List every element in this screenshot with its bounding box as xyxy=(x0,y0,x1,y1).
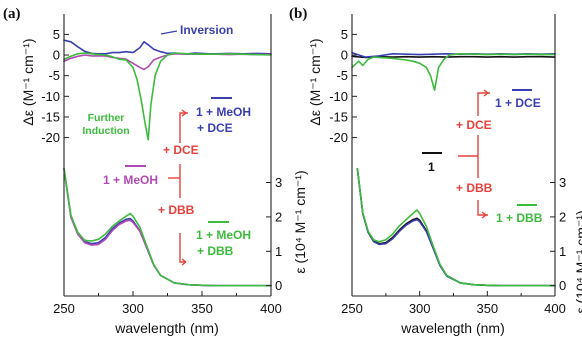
panel-b-cd-series-green xyxy=(351,53,556,91)
panel-b-absorption-series-green xyxy=(356,168,556,287)
panel-b-x-tick-label: 350 xyxy=(476,301,498,316)
panel-a-bracket-diagram xyxy=(168,109,188,266)
panel-a-cd-tick-label: 5 xyxy=(53,27,60,42)
panel-a-dbb-label: + DBB xyxy=(158,203,195,217)
panel-b-abs-axis-title: ε (10⁴ M⁻¹ cm⁻¹) xyxy=(573,210,582,313)
panel-b-abs-tick-label: 2 xyxy=(559,209,566,224)
green-series-label-line1: 1 + MeOH xyxy=(196,228,251,242)
blue-series-label-line1: 1 + MeOH xyxy=(196,105,251,119)
panel-a-abs-axis-title: ε (10⁴ M⁻¹ cm⁻¹) xyxy=(292,170,308,273)
panel-b-green-series-label: 1 + DBB xyxy=(496,211,543,225)
panel-b-cd-tick-label: 0 xyxy=(341,48,348,63)
panel-a-abs-tick-label: 1 xyxy=(275,244,282,259)
panel-b: (b) 250 300 350 400 5 0 -5 -10 -15 -20 3 2 1 0 wavele… xyxy=(289,6,582,336)
panel-a-x-tick-label: 300 xyxy=(122,301,144,316)
panel-b-blue-series-label: 1 + DCE xyxy=(495,96,541,110)
panel-a-absorption-series-green xyxy=(63,168,272,287)
panel-a-cd-tick-label: -15 xyxy=(41,109,60,124)
panel-a-cd-series-blue xyxy=(63,39,272,55)
panel-b-cd-tick-label: -15 xyxy=(329,109,348,124)
panel-b-bracket-diagram xyxy=(458,89,490,219)
purple-series-label: 1 + MeOH xyxy=(103,173,158,187)
panel-b-cd-series-black xyxy=(351,55,556,59)
panel-a-cd-tick-label: 0 xyxy=(53,48,60,63)
panel-a-abs-tick-label: 0 xyxy=(275,278,282,293)
panel-b-ticks: 250 300 350 400 5 0 -5 -10 -15 -20 3 2 1 0 xyxy=(329,27,566,316)
panel-a-x-tick-label: 250 xyxy=(53,301,75,316)
panel-b-x-tick-label: 300 xyxy=(409,301,431,316)
panel-b-cd-tick-label: -5 xyxy=(336,68,348,83)
panel-b-cd-tick-label: 5 xyxy=(341,27,348,42)
panel-b-abs-tick-label: 1 xyxy=(559,244,566,259)
panel-a-abs-tick-label: 3 xyxy=(275,175,282,190)
induction-annotation: Induction xyxy=(82,125,129,137)
panel-b-dce-label: + DCE xyxy=(456,118,492,132)
further-annotation: Further xyxy=(88,112,125,124)
panel-b-dbb-label: + DBB xyxy=(456,181,493,195)
panel-b-cd-tick-label: -10 xyxy=(329,89,348,104)
panel-a-ticks: 250 300 350 400 5 0 -5 -10 -15 -20 3 2 1 0 xyxy=(41,27,282,316)
panel-b-cd-tick-label: -20 xyxy=(329,130,348,145)
inversion-pointer xyxy=(160,30,178,35)
panel-a-cd-series-purple xyxy=(63,53,272,71)
panel-b-x-axis-title: wavelength (nm) xyxy=(400,320,505,336)
panel-a-plot-area xyxy=(63,39,272,287)
panel-a-cd-tick-label: -10 xyxy=(41,89,60,104)
panel-a-cd-tick-label: -5 xyxy=(48,68,60,83)
panel-a-x-tick-label: 350 xyxy=(191,301,213,316)
panel-b-cd-axis-title: Δε (M⁻¹ cm⁻¹) xyxy=(307,38,323,125)
panel-a-label: (a) xyxy=(3,6,21,22)
black-series-label: 1 xyxy=(428,160,435,174)
panel-b-abs-tick-label: 0 xyxy=(559,278,566,293)
panel-a-dce-label: + DCE xyxy=(163,143,199,157)
panel-a-cd-series-green xyxy=(63,52,272,141)
panel-b-plot-area xyxy=(351,51,556,287)
panel-b-label: (b) xyxy=(289,6,307,22)
panel-b-x-tick-label: 400 xyxy=(544,301,566,316)
panel-a-x-axis-title: wavelength (nm) xyxy=(114,320,219,336)
panel-a: (a) 250 300 350 400 5 0 -5 -10 -15 -20 3 2 1 0 wavele… xyxy=(3,6,308,336)
blue-series-label-line2: + DCE xyxy=(197,121,233,135)
panel-a-x-tick-label: 400 xyxy=(260,301,282,316)
panel-b-x-tick-label: 250 xyxy=(341,301,363,316)
panel-a-cd-axis-title: Δε (M⁻¹ cm⁻¹) xyxy=(20,38,36,125)
inversion-annotation: Inversion xyxy=(180,23,233,37)
green-series-label-line2: + DBB xyxy=(197,244,234,258)
panel-b-abs-tick-label: 3 xyxy=(559,175,566,190)
panel-a-cd-tick-label: -20 xyxy=(41,130,60,145)
panel-a-abs-tick-label: 2 xyxy=(275,209,282,224)
